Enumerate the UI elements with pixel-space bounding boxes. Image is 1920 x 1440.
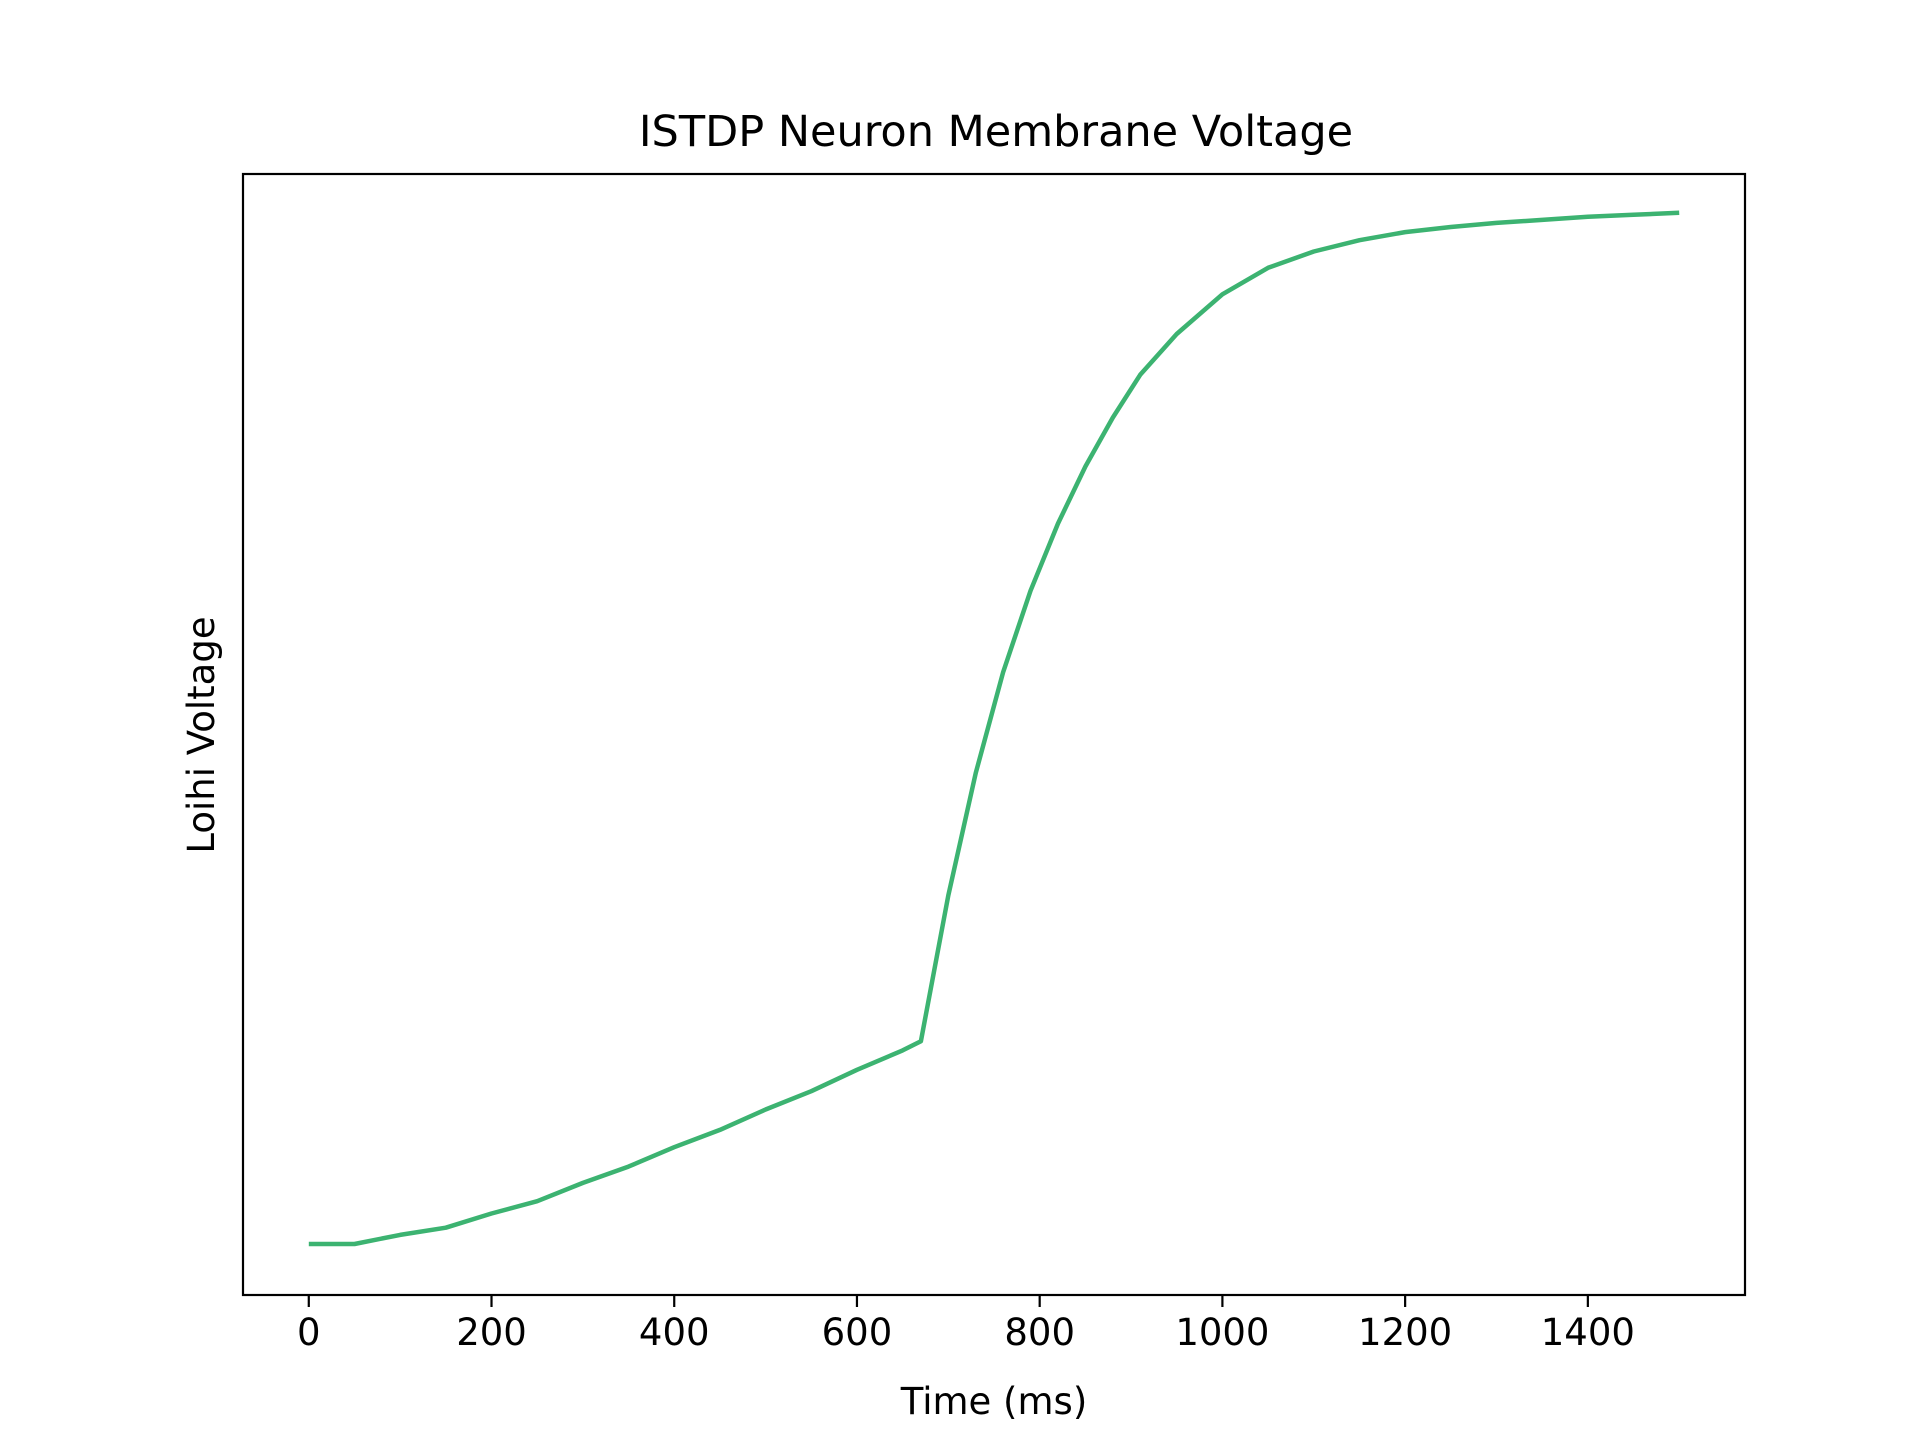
x-tick-label: 1400 [1541,1311,1635,1354]
x-tick-label: 400 [639,1311,710,1354]
voltage-series-line [308,210,1680,1247]
x-tick-label: 600 [822,1311,893,1354]
x-tick-label: 1000 [1175,1311,1269,1354]
plot-area-frame [241,172,1747,1297]
x-tick-label: 200 [456,1311,527,1354]
x-axis-ticks: 0 200 400 600 800 1000 1200 1400 [297,1295,1635,1354]
y-axis-label: Loihi Voltage [180,616,223,853]
x-tick-label: 0 [297,1311,321,1354]
x-tick-label: 800 [1004,1311,1075,1354]
chart-title: ISTDP Neuron Membrane Voltage [639,107,1353,157]
x-tick-label: 1200 [1358,1311,1452,1354]
x-axis-label: Time (ms) [900,1380,1088,1423]
